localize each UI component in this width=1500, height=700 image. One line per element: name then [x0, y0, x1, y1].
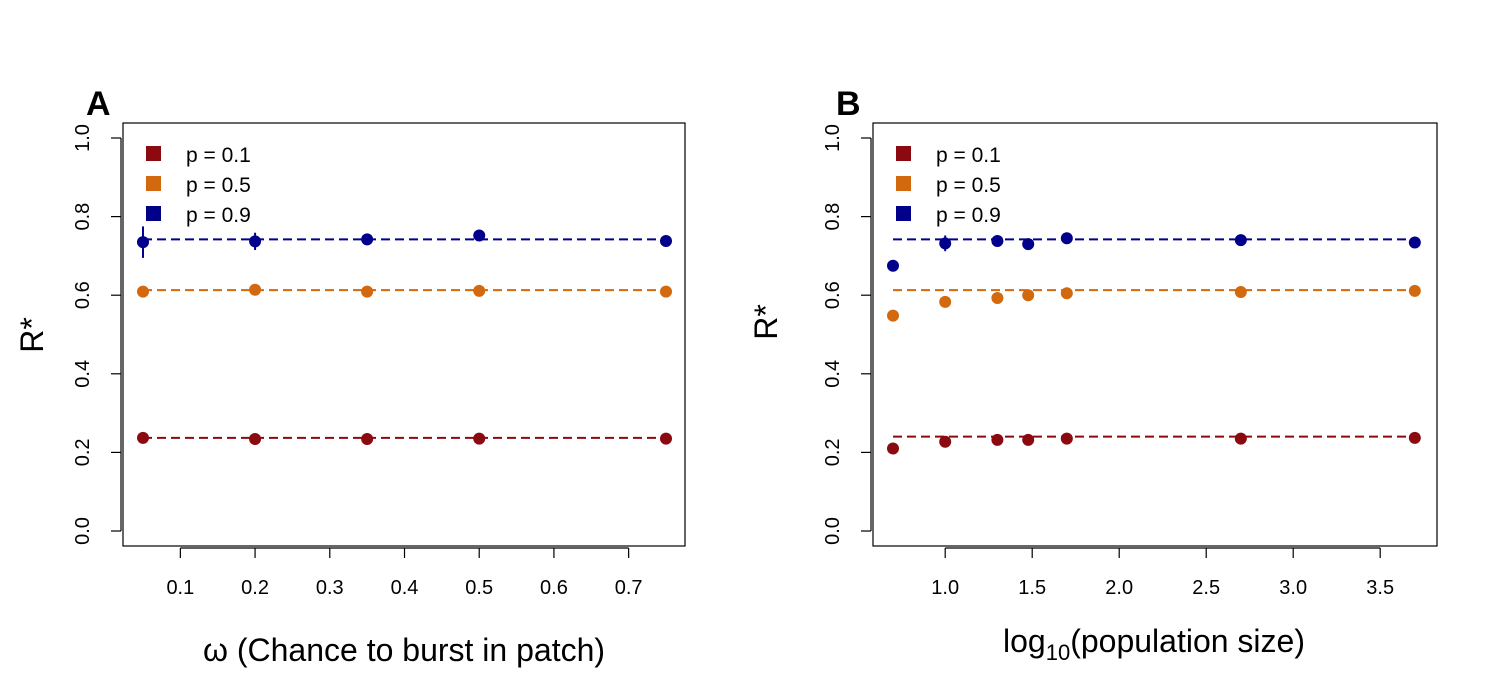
data-point	[991, 234, 1004, 247]
y-tick-label: 0.0	[822, 517, 844, 545]
data-point	[1408, 284, 1421, 297]
reference-lines	[143, 238, 666, 439]
data-point	[473, 432, 486, 445]
x-tick-label: 0.2	[241, 577, 269, 599]
y-axis: 0.0 0.2 0.4 0.6 0.8 1.0	[72, 124, 122, 545]
reference-lines	[893, 238, 1415, 438]
x-tick-label: 0.5	[465, 577, 493, 599]
data-point	[1060, 287, 1073, 300]
data-point	[1234, 234, 1247, 247]
legend-swatch-p09	[896, 206, 911, 221]
data-point	[361, 285, 374, 298]
legend-label: p = 0.5	[186, 174, 251, 197]
plot-frame	[872, 122, 1438, 547]
legend-swatch-p01	[896, 146, 911, 161]
data-point	[887, 259, 899, 272]
panel-letter: B	[836, 85, 861, 123]
y-tick-label: 1.0	[822, 124, 844, 152]
panel-letter: A	[86, 85, 111, 123]
legend-swatch-p05	[146, 176, 161, 191]
x-axis-title: log10(population size)	[1003, 623, 1305, 665]
x-tick-label: 0.6	[540, 577, 568, 599]
legend-swatch-p05	[896, 176, 911, 191]
legend: p = 0.1 p = 0.5 p = 0.9	[146, 144, 251, 227]
legend-label: p = 0.9	[936, 204, 1001, 227]
data-point	[137, 431, 149, 444]
x-axis-title: ω (Chance to burst in patch)	[203, 632, 605, 668]
data-point	[939, 295, 952, 308]
y-tick-label: 0.6	[822, 281, 844, 309]
y-tick-label: 1.0	[72, 124, 94, 152]
x-tick-label: 0.1	[166, 577, 194, 599]
panel-b: B 1.0 1.5 2.0 2.5 3.0 3.5 0.0 0.2 0.4 0.6 0.8 1.0 …	[748, 85, 1438, 665]
data-point	[991, 291, 1004, 304]
data-point	[1234, 432, 1247, 445]
y-tick-label: 0.0	[72, 517, 94, 545]
data-point	[991, 433, 1004, 446]
data-point	[1408, 236, 1421, 249]
x-axis: 0.1 0.2 0.3 0.4 0.5 0.6 0.7	[166, 547, 643, 599]
data-point	[473, 229, 486, 242]
x-tick-label: 0.7	[615, 577, 643, 599]
y-tick-label: 0.4	[822, 360, 844, 388]
x-axis-title-subscript: 10	[1046, 640, 1070, 665]
x-axis: 1.0 1.5 2.0 2.5 3.0 3.5	[931, 547, 1394, 599]
data-point	[939, 435, 952, 448]
data-point	[249, 235, 262, 248]
data-points	[887, 232, 1421, 455]
legend-label: p = 0.5	[936, 174, 1001, 197]
x-axis-title-prefix: log	[1003, 623, 1046, 659]
legend-label: p = 0.9	[186, 204, 251, 227]
data-point	[887, 442, 899, 455]
data-points	[137, 226, 672, 446]
data-point	[887, 309, 899, 322]
data-point	[1408, 431, 1421, 444]
legend-swatch-p01	[146, 146, 161, 161]
y-tick-label: 0.2	[72, 438, 94, 466]
y-tick-label: 0.8	[72, 203, 94, 231]
y-tick-label: 0.4	[72, 360, 94, 388]
data-point	[660, 432, 672, 445]
data-point	[249, 433, 262, 446]
data-point	[361, 233, 374, 246]
data-point	[473, 284, 486, 297]
x-tick-label: 3.5	[1366, 577, 1394, 599]
data-point	[361, 433, 374, 446]
legend-label: p = 0.1	[936, 144, 1001, 167]
x-tick-label: 0.4	[391, 577, 419, 599]
data-point	[137, 285, 149, 298]
y-tick-label: 0.8	[822, 203, 844, 231]
y-tick-label: 0.6	[72, 281, 94, 309]
data-point	[1022, 238, 1035, 251]
x-tick-label: 1.0	[931, 577, 959, 599]
x-tick-label: 2.0	[1105, 577, 1133, 599]
x-tick-label: 0.3	[316, 577, 344, 599]
x-tick-label: 2.5	[1192, 577, 1220, 599]
panel-a: A 0.1 0.2 0.3 0.4 0.5 0.6 0.7 0.0 0.2 0.4 0.6 0.8 1…	[14, 85, 686, 668]
data-point	[1022, 433, 1035, 446]
y-tick-label: 0.2	[822, 438, 844, 466]
data-point	[137, 236, 149, 249]
legend-label: p = 0.1	[186, 144, 251, 167]
legend-swatch-p09	[146, 206, 161, 221]
data-point	[1060, 232, 1073, 245]
x-tick-label: 1.5	[1018, 577, 1046, 599]
data-point	[939, 237, 952, 250]
y-axis: 0.0 0.2 0.4 0.6 0.8 1.0	[822, 124, 872, 545]
data-point	[1234, 286, 1247, 299]
legend: p = 0.1 p = 0.5 p = 0.9	[896, 144, 1001, 227]
data-point	[660, 285, 672, 298]
data-point	[249, 283, 262, 296]
data-point	[1060, 432, 1073, 445]
data-point	[660, 234, 672, 247]
x-axis-title-suffix: (population size)	[1070, 623, 1305, 659]
y-axis-title: R*	[14, 317, 50, 353]
data-point	[1022, 289, 1035, 302]
x-tick-label: 3.0	[1279, 577, 1307, 599]
y-axis-title: R*	[748, 304, 784, 340]
plot-frame	[122, 122, 686, 547]
